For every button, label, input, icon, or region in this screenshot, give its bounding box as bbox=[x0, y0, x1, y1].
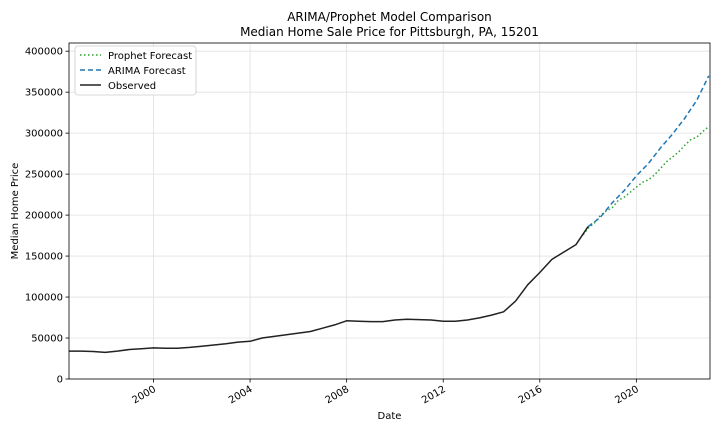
x-axis-label: Date bbox=[378, 411, 402, 422]
y-tick-label: 150000 bbox=[25, 252, 63, 263]
series-line-observed bbox=[69, 227, 588, 353]
x-tick-label: 2020 bbox=[613, 384, 641, 406]
legend-label-arima: ARIMA Forecast bbox=[108, 66, 186, 77]
y-tick-label: 100000 bbox=[25, 293, 63, 304]
legend: Prophet Forecast ARIMA Forecast Observed bbox=[75, 46, 196, 95]
chart-subtitle: Median Home Sale Price for Pittsburgh, P… bbox=[240, 25, 539, 39]
y-tick-label: 0 bbox=[57, 375, 63, 386]
chart-title: ARIMA/Prophet Model Comparison bbox=[287, 10, 492, 24]
y-tick-label: 350000 bbox=[25, 88, 63, 99]
y-tick-label: 50000 bbox=[31, 334, 63, 345]
y-tick-label: 300000 bbox=[25, 129, 63, 140]
legend-label-prophet: Prophet Forecast bbox=[108, 51, 192, 62]
legend-label-observed: Observed bbox=[108, 81, 156, 92]
x-tick-label: 2016 bbox=[517, 384, 545, 406]
y-axis-label: Median Home Price bbox=[10, 163, 21, 260]
series-line-arima-forecast bbox=[588, 76, 709, 227]
y-tick-label: 400000 bbox=[25, 47, 63, 58]
x-tick-label: 2008 bbox=[324, 384, 352, 406]
y-tick-label: 200000 bbox=[25, 211, 63, 222]
x-tick-label: 2012 bbox=[420, 384, 448, 406]
y-tick-label: 250000 bbox=[25, 170, 63, 181]
series-lines bbox=[69, 76, 709, 353]
x-tick-label: 2004 bbox=[227, 384, 255, 406]
series-line-prophet-forecast bbox=[583, 127, 709, 235]
axis-ticks: 0 50000 100000 150000 200000 250000 300000 3500… bbox=[25, 47, 641, 407]
x-tick-label: 2000 bbox=[130, 384, 158, 406]
